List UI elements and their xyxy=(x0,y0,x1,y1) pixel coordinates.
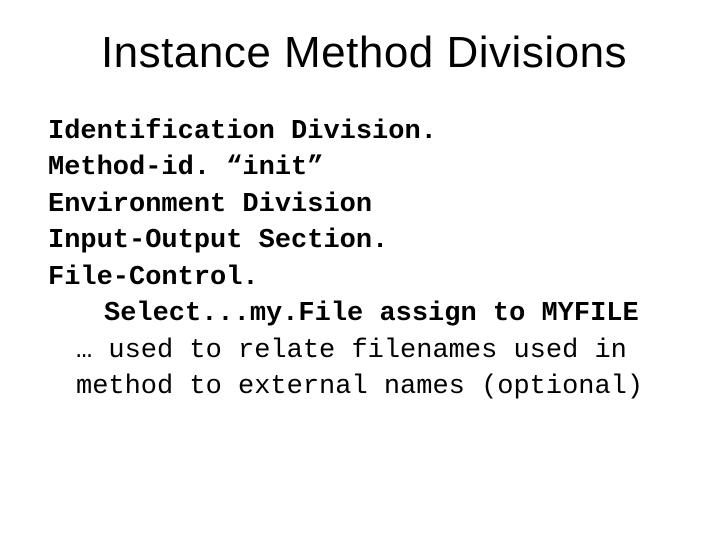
slide-body: Identification Division. Method-id. “ini… xyxy=(48,114,680,406)
note-line-1: … used to relate filenames used in xyxy=(48,333,680,369)
note-line-2: method to external names (optional) xyxy=(48,369,680,405)
code-line-input-output: Input-Output Section. xyxy=(48,223,680,259)
code-line-environment: Environment Division xyxy=(48,187,680,223)
code-line-identification: Identification Division. xyxy=(48,114,680,150)
code-line-method-id: Method-id. “init” xyxy=(48,150,680,186)
code-line-file-control: File-Control. xyxy=(48,260,680,296)
code-line-select: Select...my.File assign to MYFILE xyxy=(48,296,680,332)
slide-title: Instance Method Divisions xyxy=(48,28,680,78)
slide: Instance Method Divisions Identification… xyxy=(0,0,720,540)
